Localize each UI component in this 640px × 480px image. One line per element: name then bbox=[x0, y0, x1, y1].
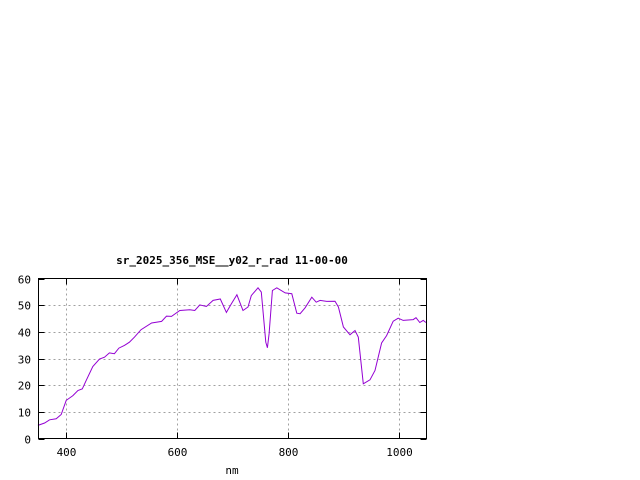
plot-frame bbox=[38, 278, 427, 439]
y-tick-label: 40 bbox=[18, 327, 31, 340]
x-tick-label: 1000 bbox=[386, 446, 413, 459]
y-tick-label: 50 bbox=[18, 300, 31, 313]
chart-title: sr_2025_356_MSE__y02_r_rad 11-00-00 bbox=[116, 254, 348, 267]
tick-labels: 0 10 20 30 40 50 60 400 600 800 1000 bbox=[18, 274, 413, 460]
y-tick-label: 30 bbox=[18, 354, 31, 367]
y-tick-label: 10 bbox=[18, 407, 31, 420]
series-line bbox=[37, 287, 427, 426]
x-tick-label: 800 bbox=[279, 446, 299, 459]
y-tick-label: 20 bbox=[18, 380, 31, 393]
x-tick-label: 600 bbox=[168, 446, 188, 459]
y-tick-label: 60 bbox=[18, 274, 31, 287]
y-tick-label: 0 bbox=[24, 434, 31, 447]
x-tick-label: 400 bbox=[57, 446, 77, 459]
x-axis-label: nm bbox=[225, 464, 239, 477]
grid bbox=[38, 278, 427, 440]
